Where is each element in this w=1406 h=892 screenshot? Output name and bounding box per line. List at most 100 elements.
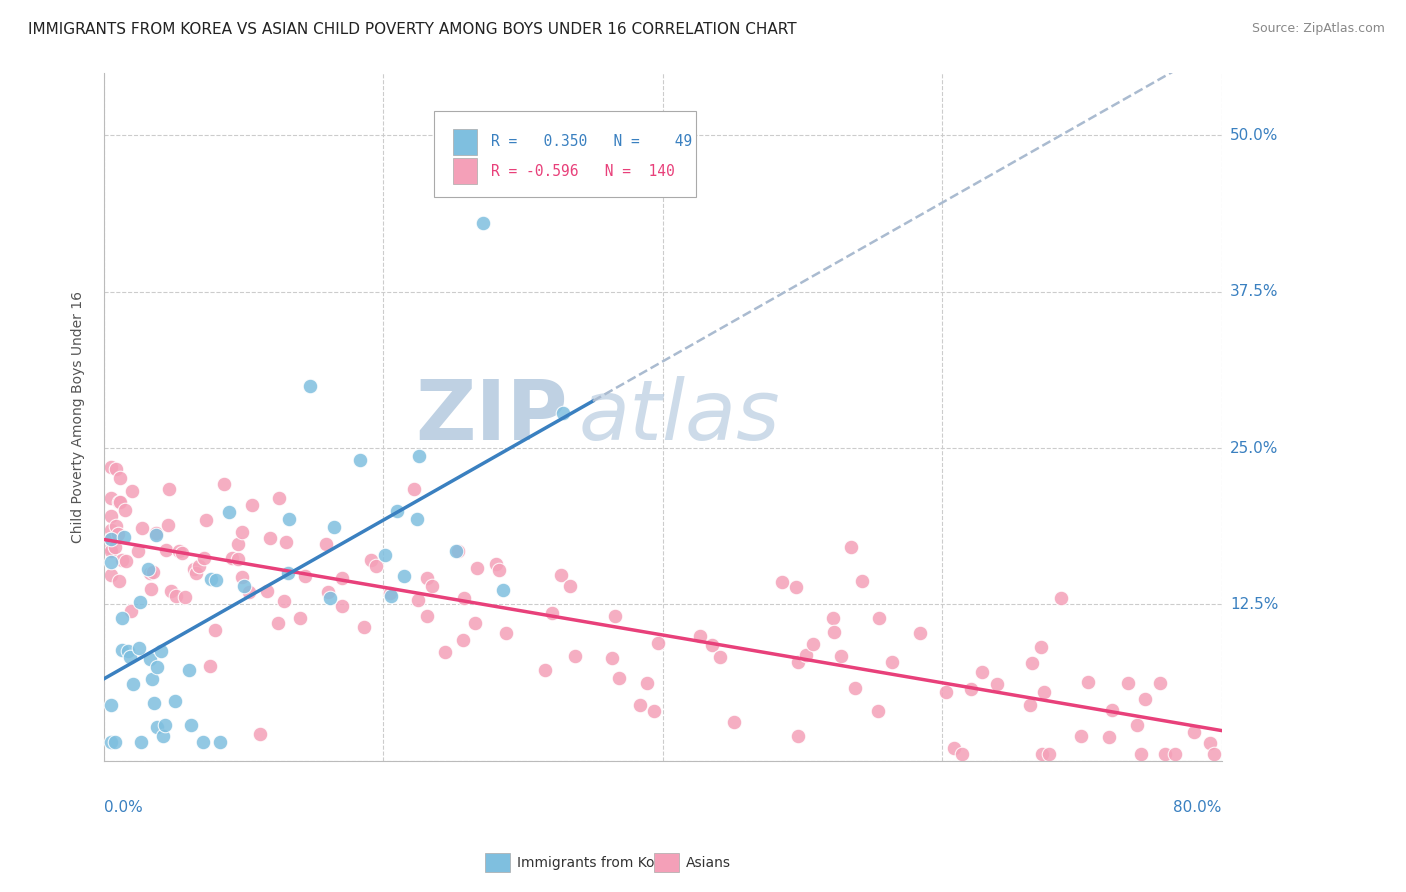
Point: [770, 575, 793, 590]
Point: [142, 565, 165, 579]
Point: [209, 735, 232, 749]
Point: [787, 729, 810, 743]
Point: [174, 590, 197, 604]
Text: IMMIGRANTS FROM KOREA VS ASIAN CHILD POVERTY AMONG BOYS UNDER 16 CORRELATION CHA: IMMIGRANTS FROM KOREA VS ASIAN CHILD POV…: [28, 22, 797, 37]
Point: [129, 735, 152, 749]
Point: [353, 620, 375, 634]
Point: [471, 216, 494, 230]
Point: [1133, 692, 1156, 706]
Point: [104, 735, 127, 749]
Point: [104, 518, 127, 533]
Point: [950, 747, 973, 762]
Point: [1202, 747, 1225, 762]
Point: [534, 663, 557, 677]
Point: [100, 567, 122, 582]
Text: Source: ZipAtlas.com: Source: ZipAtlas.com: [1251, 22, 1385, 36]
Point: [177, 664, 200, 678]
Point: [960, 681, 983, 696]
Point: [269, 491, 291, 506]
Point: [1050, 591, 1073, 606]
Point: [447, 543, 470, 558]
Point: [689, 629, 711, 643]
Point: [108, 471, 131, 485]
Point: [156, 518, 179, 533]
Point: [111, 553, 134, 567]
Point: [100, 491, 122, 505]
Point: [180, 718, 202, 732]
Point: [277, 512, 299, 526]
Point: [139, 582, 162, 596]
Point: [152, 729, 174, 743]
Point: [830, 649, 852, 664]
Point: [488, 563, 510, 577]
Point: [274, 535, 297, 549]
Point: [1164, 747, 1187, 762]
Point: [387, 504, 409, 518]
Point: [402, 482, 425, 496]
Point: [128, 594, 150, 608]
Point: [868, 611, 890, 625]
Point: [541, 606, 564, 620]
Point: [801, 637, 824, 651]
Point: [492, 583, 515, 598]
Point: [108, 495, 131, 509]
Point: [146, 720, 169, 734]
Point: [1098, 730, 1121, 744]
Point: [465, 561, 488, 575]
Point: [110, 611, 132, 625]
Point: [364, 558, 387, 573]
Point: [100, 541, 122, 555]
Point: [112, 530, 135, 544]
Point: [1021, 656, 1043, 670]
Point: [550, 568, 572, 582]
Point: [464, 615, 486, 630]
Point: [165, 589, 187, 603]
Point: [238, 585, 260, 599]
Point: [1077, 675, 1099, 690]
Point: [267, 616, 290, 631]
Point: [406, 512, 429, 526]
Point: [122, 677, 145, 691]
Point: [138, 566, 160, 580]
Point: [378, 586, 401, 600]
Point: [298, 378, 321, 392]
Point: [839, 541, 862, 555]
Point: [107, 526, 129, 541]
Point: [111, 643, 134, 657]
Point: [408, 449, 430, 463]
Point: [485, 557, 508, 571]
Point: [149, 643, 172, 657]
Point: [226, 551, 249, 566]
Point: [155, 542, 177, 557]
Point: [628, 698, 651, 713]
Point: [416, 609, 439, 624]
Point: [157, 482, 180, 496]
Point: [318, 591, 340, 605]
Point: [183, 561, 205, 575]
Point: [794, 648, 817, 662]
Point: [785, 581, 807, 595]
Y-axis label: Child Poverty Among Boys Under 16: Child Poverty Among Boys Under 16: [72, 291, 86, 543]
Point: [1018, 698, 1040, 713]
Point: [228, 537, 250, 551]
Point: [240, 498, 263, 512]
Point: [187, 558, 209, 573]
Point: [330, 599, 353, 613]
Point: [643, 704, 665, 718]
Point: [607, 671, 630, 685]
Point: [564, 648, 586, 663]
Point: [1070, 729, 1092, 743]
Point: [108, 574, 131, 588]
Text: R =   0.350   N =    49: R = 0.350 N = 49: [491, 135, 692, 150]
Point: [108, 495, 131, 509]
Text: 37.5%: 37.5%: [1230, 285, 1278, 300]
Point: [453, 633, 475, 648]
Point: [315, 537, 337, 551]
Point: [184, 566, 207, 580]
Point: [1031, 747, 1053, 762]
FancyBboxPatch shape: [433, 111, 696, 197]
Text: R = -0.596   N =  140: R = -0.596 N = 140: [491, 164, 675, 178]
Point: [1198, 736, 1220, 750]
Point: [231, 524, 253, 539]
Point: [191, 735, 214, 749]
